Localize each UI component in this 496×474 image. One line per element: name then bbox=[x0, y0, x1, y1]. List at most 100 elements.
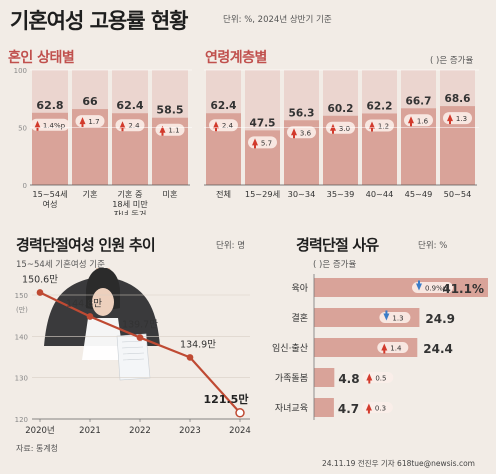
data-label: 134.9만 bbox=[180, 339, 216, 350]
y-tick-label: 100 bbox=[14, 67, 27, 75]
data-label: 150.6만 bbox=[22, 275, 58, 286]
trend-unit: 단위: 명 bbox=[216, 241, 246, 251]
bar-value-label: 4.7 bbox=[338, 402, 359, 416]
up-arrow-icon bbox=[369, 121, 375, 129]
change-label: 1.4%p bbox=[43, 122, 66, 130]
up-arrow-icon bbox=[213, 121, 219, 129]
bar-value-label: 24.9 bbox=[425, 312, 455, 326]
up-arrow-icon bbox=[408, 116, 414, 124]
category-label: 미혼 bbox=[162, 189, 178, 199]
bar-value-label: 62.4 bbox=[211, 100, 237, 112]
up-arrow-icon bbox=[34, 120, 41, 128]
trend-subtitle: 15~54세 기혼여성 기준 bbox=[16, 260, 105, 270]
data-point bbox=[86, 313, 94, 320]
down-arrow-icon bbox=[416, 283, 422, 291]
y-tick-label: 140 bbox=[15, 333, 28, 341]
category-label: 40~44 bbox=[366, 189, 394, 199]
up-arrow-icon bbox=[252, 138, 258, 146]
x-tick-label: 2020년 bbox=[25, 425, 54, 436]
bar bbox=[314, 398, 334, 417]
data-point bbox=[36, 289, 44, 296]
reasons-chart: 육아 0.9%p41.1% 결혼 1.3 24.9 임신·출산 1.4 24.4 가족돌봄 0.5… bbox=[272, 274, 488, 420]
x-tick-label: 2022 bbox=[129, 426, 151, 436]
category-label: 가족돌봄 bbox=[275, 373, 308, 384]
up-arrow-icon bbox=[365, 403, 372, 411]
category-label: 여성 bbox=[42, 199, 57, 209]
category-label: 35~39 bbox=[327, 189, 355, 199]
reasons-title: 경력단절 사유 bbox=[296, 236, 379, 254]
change-label: 0.3 bbox=[375, 405, 386, 413]
data-point bbox=[235, 408, 245, 418]
bar bbox=[314, 368, 335, 387]
y-tick-label: 0 bbox=[23, 182, 27, 190]
page-title: 기혼여성 고용률 현황 bbox=[10, 9, 189, 33]
bar-value-label: 41.1% bbox=[442, 282, 484, 296]
change-badge bbox=[412, 282, 453, 293]
age-chart: 62.4 2.4 전체 47.5 5.7 15~29세 56.3 3.6 30~34 60.2 3.… bbox=[204, 69, 479, 199]
bar-value-label: 60.2 bbox=[328, 103, 354, 115]
x-tick-label: 2023 bbox=[179, 426, 201, 436]
bar-value-label: 4.8 bbox=[338, 372, 359, 386]
category-label: 결혼 bbox=[291, 312, 308, 324]
up-arrow-icon bbox=[381, 343, 388, 351]
data-point bbox=[136, 334, 144, 341]
category-label: 15~29세 bbox=[245, 189, 280, 199]
change-label: 1.1 bbox=[168, 127, 179, 135]
change-label: 1.6 bbox=[417, 117, 429, 125]
up-arrow-icon bbox=[119, 121, 126, 129]
change-label: 1.3 bbox=[456, 115, 467, 123]
change-label: 1.3 bbox=[392, 315, 403, 323]
bar-value-label: 47.5 bbox=[250, 117, 276, 129]
bar-value-label: 58.5 bbox=[156, 104, 183, 117]
bar-value-label: 56.3 bbox=[289, 107, 315, 119]
x-tick-label: 2024 bbox=[229, 426, 251, 436]
category-label: 18세 미만 bbox=[112, 199, 148, 209]
y-tick-label: 50 bbox=[18, 125, 27, 133]
category-label: 육아 bbox=[291, 283, 308, 294]
category-label: 기혼 중 bbox=[117, 189, 143, 199]
bar-value-label: 66 bbox=[82, 95, 98, 108]
category-label: 기혼 bbox=[82, 189, 98, 199]
reasons-note: ( )은 증가율 bbox=[313, 260, 357, 270]
change-label: 0.5 bbox=[375, 375, 386, 383]
change-label: 3.6 bbox=[300, 129, 312, 137]
bar-value-label: 62.2 bbox=[367, 100, 393, 112]
bar-value-label: 68.6 bbox=[445, 93, 471, 105]
up-arrow-icon bbox=[291, 128, 297, 136]
up-arrow-icon bbox=[79, 117, 86, 125]
reasons-unit: 단위: % bbox=[418, 241, 448, 251]
age-section-title: 연령계층별 bbox=[205, 47, 276, 76]
up-arrow-icon bbox=[366, 373, 373, 381]
change-label: 0.9%p bbox=[425, 285, 448, 293]
data-label: 121.5만 bbox=[204, 392, 249, 406]
y-unit-label: (만) bbox=[16, 305, 28, 314]
change-label: 1.2 bbox=[378, 122, 389, 130]
credit-text: 24.11.19 전진우 기자 618tue@newsis.com bbox=[322, 459, 475, 468]
header-unit: 단위: %, 2024년 상반기 기준 bbox=[223, 15, 332, 25]
data-label: 139.7만 bbox=[122, 320, 158, 331]
category-label: 15~54세 bbox=[32, 189, 67, 199]
y-tick-label: 120 bbox=[15, 416, 28, 424]
x-tick-label: 2021 bbox=[79, 426, 101, 436]
bar-value-label: 66.7 bbox=[406, 95, 432, 107]
data-point bbox=[186, 354, 194, 361]
source-text: 자료: 통계청 bbox=[16, 444, 59, 453]
change-label: 3.0 bbox=[339, 125, 350, 133]
category-label: 자녀 동거 bbox=[114, 209, 147, 215]
y-tick-label: 150 bbox=[15, 292, 28, 300]
category-label: 30~34 bbox=[288, 189, 316, 199]
category-label: 50~54 bbox=[444, 189, 472, 199]
marital-section-title: 혼인 상태별 bbox=[8, 47, 84, 76]
change-label: 5.7 bbox=[261, 139, 272, 147]
change-label: 2.4 bbox=[128, 122, 140, 130]
bar-value-label: 24.4 bbox=[423, 342, 453, 356]
bar-value-label: 62.4 bbox=[116, 99, 143, 112]
bar-value-label: 62.8 bbox=[36, 99, 63, 112]
data-label: 144.8만 bbox=[66, 298, 102, 309]
up-arrow-icon bbox=[447, 114, 453, 122]
trend-title: 경력단절여성 인원 추이 bbox=[16, 236, 156, 254]
change-label: 1.4 bbox=[390, 345, 402, 353]
category-label: 전체 bbox=[216, 189, 231, 199]
